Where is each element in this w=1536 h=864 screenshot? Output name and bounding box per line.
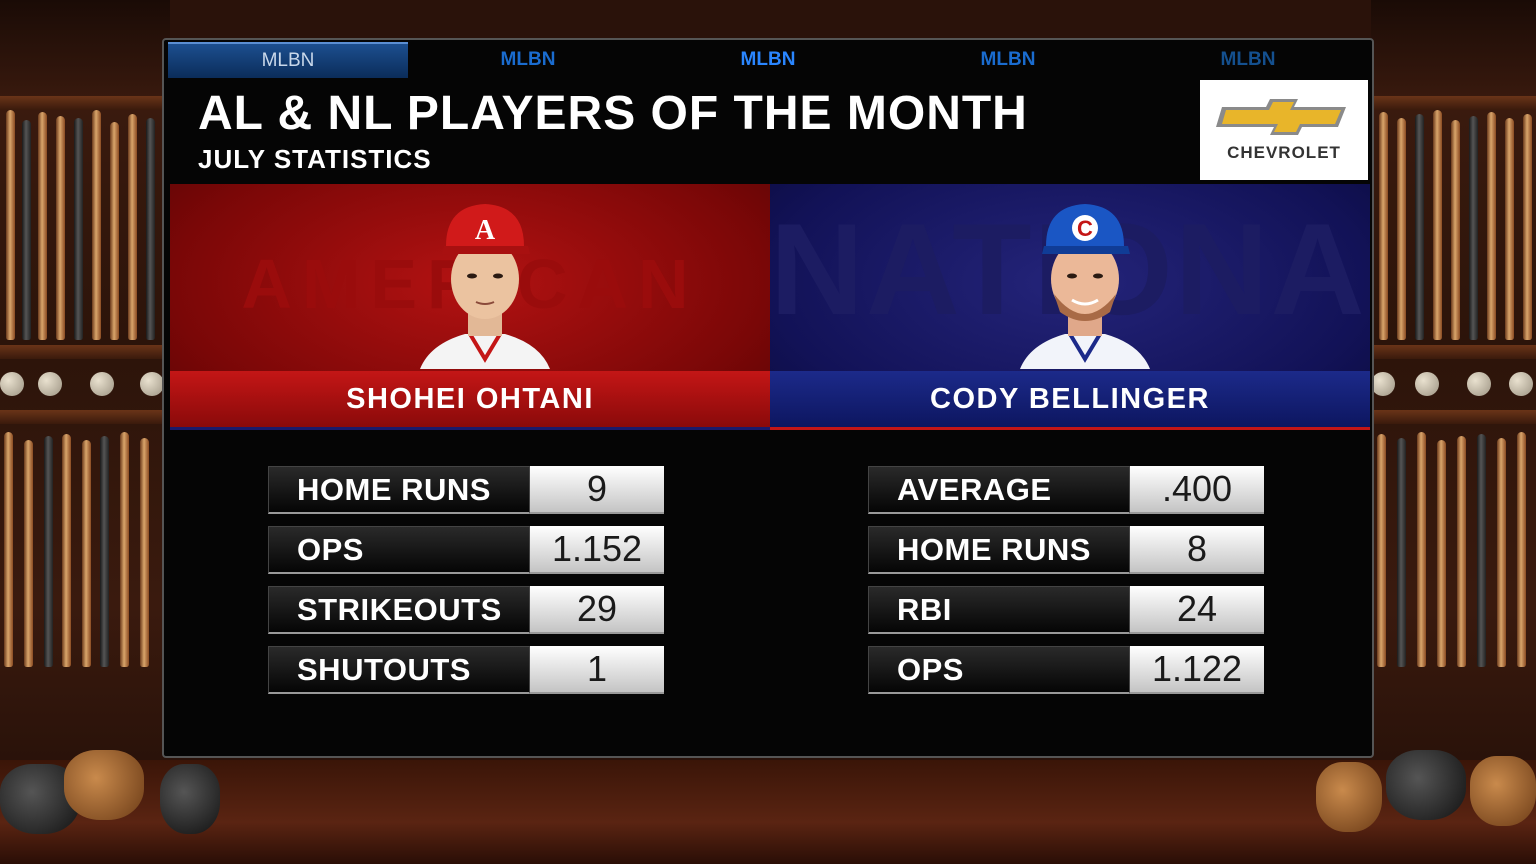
stat-value: 29 bbox=[530, 586, 664, 634]
page-title: AL & NL PLAYERS OF THE MONTH bbox=[198, 87, 1028, 140]
glove-icon bbox=[1386, 750, 1466, 820]
bat-rack-right bbox=[1371, 0, 1536, 864]
network-tab: MLBN bbox=[168, 42, 408, 78]
stat-value: .400 bbox=[1130, 466, 1264, 514]
stat-row: RBI 24 bbox=[868, 586, 1268, 636]
player-name: SHOHEI OHTANI bbox=[170, 371, 770, 430]
graphic-panel: MLBN MLBN MLBN MLBN MLBN AL & NL PLAYERS… bbox=[162, 38, 1374, 758]
stat-row: OPS 1.122 bbox=[868, 646, 1268, 696]
network-tab: MLBN bbox=[740, 49, 796, 70]
stat-label: HOME RUNS bbox=[868, 526, 1130, 574]
stat-row: STRIKEOUTS 29 bbox=[268, 586, 668, 636]
stat-row: HOME RUNS 9 bbox=[268, 466, 668, 516]
stat-value: 8 bbox=[1130, 526, 1264, 574]
stat-value: 1.152 bbox=[530, 526, 664, 574]
player-photo: A bbox=[420, 204, 550, 369]
player-photo: C bbox=[1020, 204, 1150, 369]
network-tab: MLBN bbox=[980, 49, 1036, 70]
stat-label: AVERAGE bbox=[868, 466, 1130, 514]
bat-rack-left bbox=[0, 0, 170, 864]
network-tab-bar: MLBN MLBN MLBN MLBN MLBN bbox=[168, 42, 1368, 78]
cap-logo: A bbox=[475, 215, 496, 246]
stat-value: 1.122 bbox=[1130, 646, 1264, 694]
stat-value: 9 bbox=[530, 466, 664, 514]
network-tab: MLBN bbox=[500, 49, 556, 70]
stat-value: 24 bbox=[1130, 586, 1264, 634]
glove-icon bbox=[1470, 756, 1536, 826]
stat-value: 1 bbox=[530, 646, 664, 694]
glove-icon bbox=[1316, 762, 1382, 832]
chevrolet-bowtie-icon bbox=[1216, 99, 1346, 135]
stat-label: OPS bbox=[868, 646, 1130, 694]
al-stats-table: HOME RUNS 9 OPS 1.152 STRIKEOUTS 29 SHUT… bbox=[268, 466, 668, 706]
page-subtitle: JULY STATISTICS bbox=[198, 144, 432, 174]
floor bbox=[0, 760, 1536, 864]
network-tab: MLBN bbox=[1220, 49, 1276, 70]
stat-row: HOME RUNS 8 bbox=[868, 526, 1268, 576]
glove-icon bbox=[64, 750, 144, 820]
nl-stats-table: AVERAGE .400 HOME RUNS 8 RBI 24 OPS 1.12… bbox=[868, 466, 1268, 706]
stat-label: OPS bbox=[268, 526, 530, 574]
nl-player-card: NATIONAL C CODY BELLINGER bbox=[770, 184, 1370, 430]
al-player-card: AMERICAN A SHOHEI OHTANI bbox=[170, 184, 770, 430]
stat-label: SHUTOUTS bbox=[268, 646, 530, 694]
cap-logo: C bbox=[1077, 216, 1093, 241]
graphic-header: AL & NL PLAYERS OF THE MONTH JULY STATIS… bbox=[170, 80, 1200, 180]
stat-label: HOME RUNS bbox=[268, 466, 530, 514]
sponsor-name: CHEVROLET bbox=[1227, 143, 1341, 162]
stat-row: SHUTOUTS 1 bbox=[268, 646, 668, 696]
sponsor-logo: CHEVROLET bbox=[1200, 80, 1368, 180]
stat-label: RBI bbox=[868, 586, 1130, 634]
glove-icon bbox=[160, 764, 220, 834]
stat-label: STRIKEOUTS bbox=[268, 586, 530, 634]
stat-row: OPS 1.152 bbox=[268, 526, 668, 576]
stat-row: AVERAGE .400 bbox=[868, 466, 1268, 516]
player-name: CODY BELLINGER bbox=[770, 371, 1370, 430]
